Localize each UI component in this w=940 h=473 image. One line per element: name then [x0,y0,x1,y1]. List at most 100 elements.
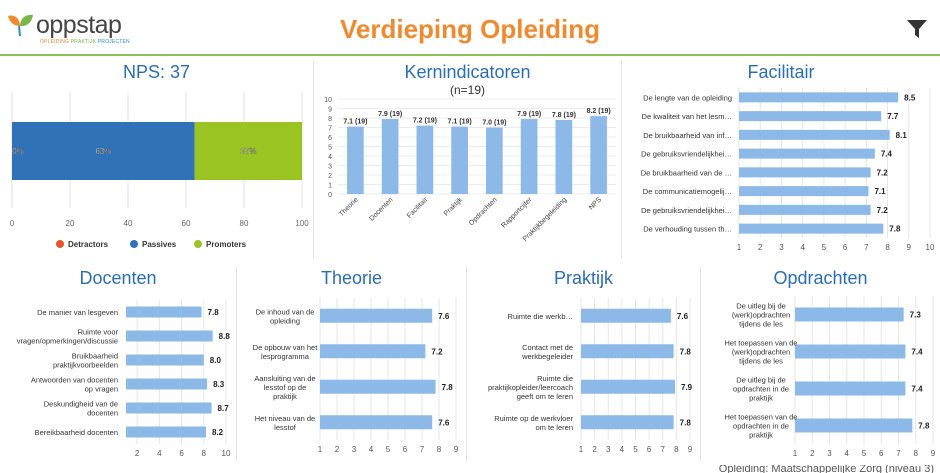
x-tick-label: 4 [157,449,162,458]
prak-value-label: 7.9 [681,383,693,392]
x-category-label: Rapportcijfer [501,196,534,229]
doc-category-label: op vragen [85,385,118,394]
doc-category-label: Bereikbaarheid docenten [35,428,118,437]
theo-value-label: 7.2 [431,347,443,356]
prak-bar [581,344,674,359]
kern-value-label: 8.2 (19) [587,108,611,115]
kern-value-label: 7.1 (19) [343,119,367,126]
x-tick-label: 5 [633,445,638,454]
kern-bar [416,125,434,194]
faci-bar [739,111,882,122]
logo-tagline-3: PROJECTEN [97,39,130,45]
x-category-label: Theorie [338,196,360,218]
kern-bar [347,126,364,194]
prak-category-label: werkbegeleider [521,352,573,361]
legend-marker-promoters [194,240,202,248]
filter-button[interactable] [906,18,928,45]
opdrachten-panel: Opdrachten 1 2 3 4 5 6 7 8 9 7.3 De uitleg bij de(… [701,264,940,466]
opdr-category-label: De uitleg bij de [736,302,786,311]
faci-value-label: 7.2 [877,206,889,215]
kern-bar [555,119,573,194]
y-tick-label: 10 [324,97,332,104]
opdr-category-label: (werk)opdrachten [732,311,790,320]
faci-category-label: De gebruiksvriendelijkhei… [641,150,732,159]
x-tick-label: 2 [758,243,763,252]
doc-bar [126,354,204,366]
doc-category-label: praktijkvoorbeelden [53,361,118,370]
kernindicatoren-subtitle: (n=19) [449,83,486,97]
opdr-value-label: 7.3 [910,311,922,320]
legend-label-promoters: Promoters [206,240,247,249]
docenten-chart: 2 4 6 8 10 7.8 De manier van lesgeven 8.8 Ruimte… [17,300,231,458]
faci-value-label: 7.2 [877,168,889,177]
y-tick-label: 4 [328,154,332,161]
x-tick-label: 2 [592,445,597,454]
x-tick-label: 6 [179,449,184,458]
kern-bar [486,127,503,194]
divider [236,266,237,462]
opdr-bar [795,344,906,359]
x-tick-label: 9 [907,243,912,252]
doc-value-label: 7.8 [208,308,220,317]
opdr-category-label: tijdens de les [739,320,783,329]
x-tick-label: 6 [879,449,884,458]
x-tick-label: 7 [896,449,901,458]
logo-tagline: OPLEIDING PRAKTIJK PROJECTEN [40,39,130,45]
divider [466,266,467,462]
faci-bar [739,129,890,140]
doc-value-label: 8.7 [218,404,230,413]
legend-marker-detractors [56,240,64,248]
nps-segment-passives [12,122,195,180]
opdr-value-label: 7.8 [918,422,930,431]
doc-category-label: Ruimte voor [78,328,119,337]
filter-icon [907,20,927,38]
doc-category-label: vragen/opmerkingen/discussie [17,337,118,346]
oppstap-logo[interactable]: oppstap OPLEIDING PRAKTIJK PROJECTEN [6,8,130,48]
theo-category-label: lesstof [274,423,297,432]
opdr-category-label: De uitleg bij de [736,376,786,385]
faci-category-label: De kwaliteit van het lesm… [642,112,732,121]
x-tick-label: 60 [182,219,191,228]
opdr-category-label: opdrachten in de [733,422,789,431]
theo-bar [320,308,433,323]
praktijk-title: Praktijk [553,268,613,288]
y-tick-label: 9 [328,107,332,114]
doc-bar [126,330,213,342]
kern-bar [451,126,468,194]
prak-value-label: 7.6 [677,312,689,321]
x-tick-label: 6 [403,445,408,454]
docenten-panel: Docenten 2 4 6 8 10 7.8 De manier van lesgeven… [0,264,236,466]
kern-value-label: 7.2 (19) [413,118,437,125]
prak-value-label: 7.8 [680,418,692,427]
faci-category-label: De bruikbaarheid van inf… [643,131,732,140]
y-tick-label: 1 [328,183,332,190]
faci-bar [739,92,899,103]
faci-bar [739,186,869,197]
x-tick-label: 6 [647,445,652,454]
x-category-label: Opdrachten [468,196,499,227]
prak-category-label: geeft om te leren [517,392,573,401]
theo-category-label: Aansluiting van de [254,374,315,383]
prak-category-label: Contact met de [522,343,573,352]
prak-category-label: Ruimte die werkb… [508,312,573,321]
y-tick-label: 7 [328,126,332,133]
opdr-category-label: (werk)opdrachten [732,348,790,357]
theo-bar [320,344,426,359]
doc-category-label: Deskundigheid van de [44,400,118,409]
opdr-category-label: Het toepassen van de [725,339,798,348]
prak-category-label: Ruimte die [537,374,573,383]
x-tick-label: 3 [779,243,784,252]
opdr-bar [795,418,913,433]
faci-value-label: 8.5 [904,93,916,102]
facilitair-title: Facilitair [747,62,815,82]
theorie-panel: Theorie 1 2 3 4 5 6 7 8 9 7.6 De inhoud van de ople… [237,264,466,466]
doc-bar [126,426,206,438]
kern-bar [520,118,538,194]
docenten-title: Docenten [79,268,157,288]
x-tick-label: 100 [295,219,309,228]
x-tick-label: 5 [862,449,867,458]
x-tick-label: 20 [66,219,75,228]
x-tick-label: 5 [386,445,391,454]
kern-value-label: 7.9 (19) [378,111,402,118]
